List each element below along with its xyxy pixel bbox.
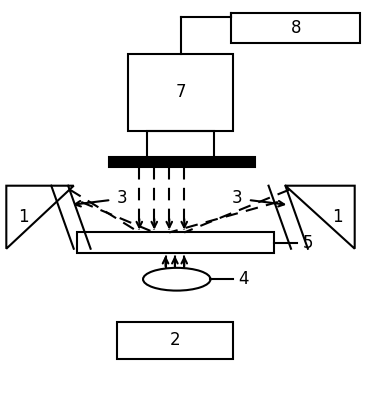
Text: 7: 7 [175, 83, 186, 101]
Text: 5: 5 [302, 234, 313, 252]
Bar [128, 53, 233, 131]
Text: 1: 1 [332, 208, 343, 226]
Bar [77, 233, 274, 253]
Text: 3: 3 [232, 189, 242, 207]
Text: 2: 2 [170, 331, 180, 349]
Text: 3: 3 [117, 189, 127, 207]
Bar [147, 131, 214, 159]
Text: 1: 1 [18, 208, 29, 226]
Bar [117, 322, 233, 359]
Text: 4: 4 [239, 270, 249, 288]
Text: 8: 8 [290, 19, 301, 37]
Bar [109, 157, 255, 167]
Bar [231, 13, 360, 43]
